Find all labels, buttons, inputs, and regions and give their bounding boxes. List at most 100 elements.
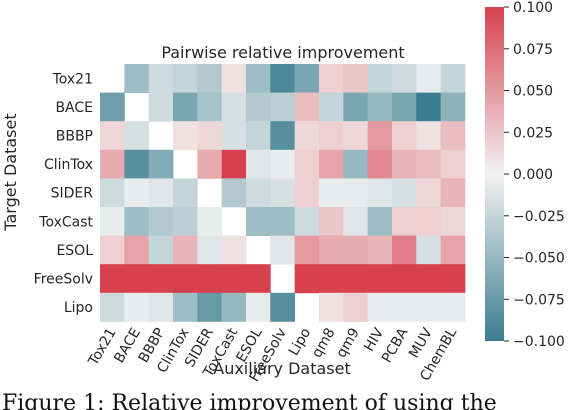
cell-tox21-freesolv xyxy=(270,64,296,93)
cell-freesolv-esol xyxy=(245,264,271,294)
cell-clintox-toxcast xyxy=(221,149,247,179)
cell-tox21-chembl xyxy=(440,64,466,93)
cell-toxcast-sider xyxy=(197,207,223,236)
cell-lipo-qm8 xyxy=(318,292,344,322)
cell-esol-bace xyxy=(124,235,150,265)
cell-lipo-esol xyxy=(245,292,271,322)
cell-toxcast-lipo xyxy=(294,207,320,236)
cell-clintox-tox21 xyxy=(100,149,125,179)
x-axis-label: Auxiliary Dataset xyxy=(213,359,350,378)
cell-tox21-sider xyxy=(197,64,223,93)
cell-esol-toxcast xyxy=(221,235,247,265)
cell-freesolv-clintox xyxy=(172,264,198,294)
colorbar-tick-label: 0.050 xyxy=(513,84,553,100)
cell-lipo-pcba xyxy=(391,292,417,322)
cell-freesolv-lipo xyxy=(294,264,320,294)
cell-bbbp-tox21 xyxy=(100,121,125,151)
cell-bbbp-chembl xyxy=(440,121,466,151)
cell-lipo-bbbp xyxy=(148,292,174,322)
cell-bace-muv xyxy=(416,92,442,122)
cell-sider-freesolv xyxy=(270,178,296,208)
cell-clintox-bace xyxy=(124,149,150,179)
cell-esol-freesolv xyxy=(270,235,296,265)
cell-esol-chembl xyxy=(440,235,466,265)
cell-esol-bbbp xyxy=(148,235,174,265)
cell-toxcast-bace xyxy=(124,207,150,236)
cell-lipo-qm9 xyxy=(343,292,369,322)
cell-bace-qm9 xyxy=(343,92,369,122)
y-tick-label-clintox: ClinTox xyxy=(44,157,93,173)
cell-clintox-qm9 xyxy=(343,149,369,179)
cell-sider-lipo xyxy=(294,178,320,208)
x-tick-label-pcba: PCBA xyxy=(379,325,412,366)
cell-sider-bbbp xyxy=(148,178,174,208)
cell-esol-sider xyxy=(197,235,223,265)
cell-bbbp-toxcast xyxy=(221,121,247,151)
cell-tox21-bbbp xyxy=(148,64,174,93)
cell-bbbp-qm8 xyxy=(318,121,344,151)
cell-esol-qm9 xyxy=(343,235,369,265)
y-tick-label-bace: BACE xyxy=(55,100,93,116)
colorbar-tick-label: −0.100 xyxy=(513,334,565,350)
colorbar-tick-label: −0.050 xyxy=(513,251,565,267)
cell-bbbp-esol xyxy=(245,121,271,151)
cell-toxcast-bbbp xyxy=(148,207,174,236)
y-tick-label-esol: ESOL xyxy=(56,243,93,259)
cell-lipo-bace xyxy=(124,292,150,322)
cell-freesolv-hiv xyxy=(367,264,393,294)
cell-esol-muv xyxy=(416,235,442,265)
y-tick-label-sider: SIDER xyxy=(51,186,94,202)
colorbar-tick-label: 0.100 xyxy=(513,0,553,16)
cell-sider-esol xyxy=(245,178,271,208)
cell-tox21-lipo xyxy=(294,64,320,93)
cell-toxcast-pcba xyxy=(391,207,417,236)
y-tick-label-bbbp: BBBP xyxy=(56,129,93,145)
cell-bbbp-hiv xyxy=(367,121,393,151)
cell-clintox-hiv xyxy=(367,149,393,179)
cell-bace-sider xyxy=(197,92,223,122)
x-tick-label-tox21: Tox21 xyxy=(85,325,120,369)
cell-clintox-sider xyxy=(197,149,223,179)
cell-bace-pcba xyxy=(391,92,417,122)
cell-lipo-clintox xyxy=(172,292,198,322)
cell-bace-clintox xyxy=(172,92,198,122)
cell-tox21-hiv xyxy=(367,64,393,93)
cell-bace-freesolv xyxy=(270,92,296,122)
cell-freesolv-muv xyxy=(416,264,442,294)
cell-tox21-clintox xyxy=(172,64,198,93)
cell-lipo-sider xyxy=(197,292,223,322)
cell-clintox-pcba xyxy=(391,149,417,179)
cell-bbbp-lipo xyxy=(294,121,320,151)
cell-esol-pcba xyxy=(391,235,417,265)
cell-lipo-toxcast xyxy=(221,292,247,322)
cell-clintox-lipo xyxy=(294,149,320,179)
cell-sider-bace xyxy=(124,178,150,208)
cell-tox21-muv xyxy=(416,64,442,93)
cell-freesolv-bace xyxy=(124,264,150,294)
cell-sider-chembl xyxy=(440,178,466,208)
figure-caption: Figure 1: Relative improvement of using … xyxy=(2,391,497,410)
cell-toxcast-freesolv xyxy=(270,207,296,236)
cell-clintox-esol xyxy=(245,149,271,179)
cell-lipo-tox21 xyxy=(100,292,125,322)
colorbar-tick-label: 0.000 xyxy=(513,167,553,183)
colorbar-tick-label: 0.075 xyxy=(513,42,553,58)
cell-sider-clintox xyxy=(172,178,198,208)
colorbar-tick-label: 0.025 xyxy=(513,125,553,141)
colorbar-ticks: −0.100 −0.075 −0.050 −0.025 0.000 0.025 0.050 0… xyxy=(504,0,565,350)
colorbar xyxy=(485,7,504,341)
y-axis-label: Target Dataset xyxy=(1,113,20,231)
cell-bbbp-sider xyxy=(197,121,223,151)
cell-clintox-freesolv xyxy=(270,149,296,179)
heatmap-cells xyxy=(100,64,466,322)
cell-bbbp-freesolv xyxy=(270,121,296,151)
cell-clintox-muv xyxy=(416,149,442,179)
cell-esol-clintox xyxy=(172,235,198,265)
cell-toxcast-clintox xyxy=(172,207,198,236)
cell-bace-bbbp xyxy=(148,92,174,122)
cell-sider-qm8 xyxy=(318,178,344,208)
chart-title: Pairwise relative improvement xyxy=(161,43,404,62)
cell-esol-hiv xyxy=(367,235,393,265)
cell-toxcast-qm9 xyxy=(343,207,369,236)
cell-sider-muv xyxy=(416,178,442,208)
